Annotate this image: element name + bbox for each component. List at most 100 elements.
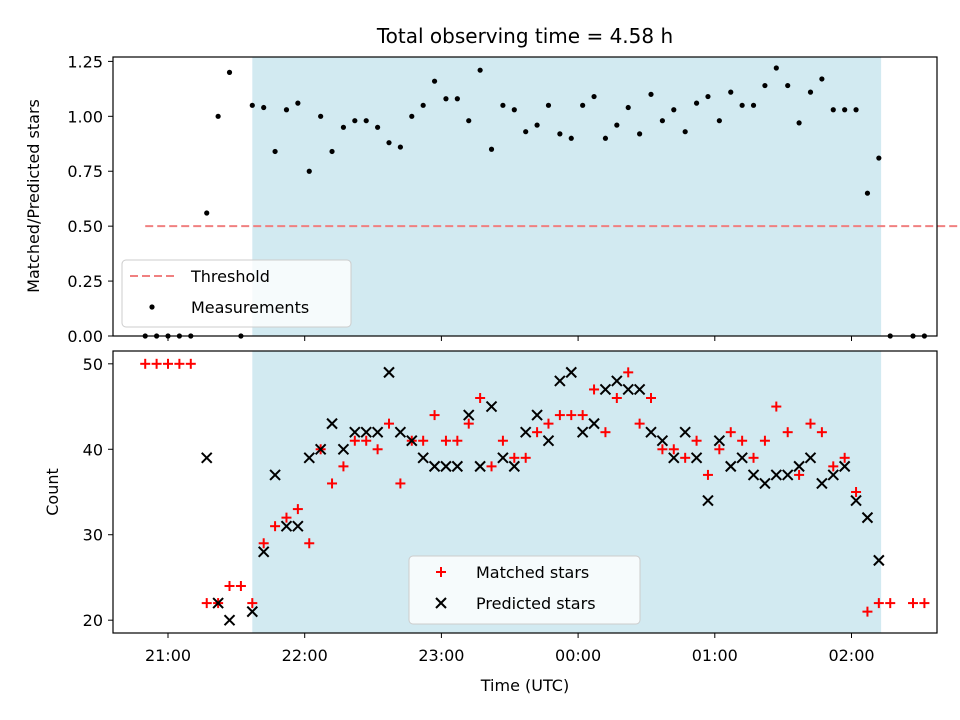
- measurement-point: [375, 124, 381, 130]
- measurement-point: [659, 118, 665, 124]
- measurement-point: [637, 131, 643, 137]
- predicted-star-point: [804, 452, 817, 464]
- bottom-y-axis: 20 30 40 50: [83, 355, 113, 630]
- bottom-x-axis: 21:00 22:00 23:00 00:00 01:00 02:00: [145, 633, 875, 665]
- chart-title: Total observing time = 4.58 h: [376, 24, 673, 48]
- matched-star-point: [247, 598, 258, 609]
- measurement-point: [785, 82, 791, 89]
- matched-star-point: [782, 427, 793, 438]
- measurement-point: [261, 104, 267, 111]
- measurement-point: [728, 89, 734, 95]
- predicted-star-point: [406, 435, 418, 447]
- legend-predicted-swatch: [435, 597, 447, 609]
- matched-star-point: [520, 452, 531, 463]
- matched-star-point: [532, 427, 543, 438]
- bottom-x-tick-label: 01:00: [692, 646, 738, 665]
- measurement-point: [671, 107, 677, 113]
- matched-star-point: [680, 452, 691, 463]
- matched-star-point: [771, 401, 782, 412]
- matched-star-point: [304, 538, 315, 549]
- matched-star-point: [668, 444, 679, 455]
- predicted-star-point: [656, 435, 669, 447]
- predicted-star-point: [394, 426, 407, 438]
- matched-star-point: [794, 469, 805, 480]
- predicted-star-point: [280, 520, 293, 532]
- top-y-tick-label: 1.25: [67, 52, 103, 71]
- predicted-star-point: [576, 426, 589, 438]
- predicted-star-point: [781, 469, 794, 481]
- measurement-point: [693, 100, 700, 106]
- matched-star-point: [463, 418, 474, 429]
- measurement-point: [386, 140, 392, 146]
- matched-star-point: [292, 504, 303, 515]
- measurement-point: [306, 168, 312, 174]
- matched-star-point: [737, 435, 748, 446]
- matched-star-point: [919, 598, 930, 609]
- measurement-point: [534, 122, 540, 128]
- matched-star-point: [486, 461, 497, 472]
- matched-star-point: [759, 435, 770, 446]
- predicted-star-point: [428, 460, 441, 473]
- predicted-star-point: [451, 460, 464, 473]
- measurement-point: [773, 65, 779, 71]
- predicted-star-point: [371, 426, 384, 438]
- predicted-star-point: [622, 383, 634, 396]
- predicted-star-point: [633, 383, 646, 396]
- measurement-point: [420, 102, 426, 108]
- matched-star-point: [185, 358, 196, 369]
- bottom-x-axis-label: Time (UTC): [480, 676, 569, 695]
- matched-star-point: [816, 427, 827, 438]
- predicted-star-point: [440, 460, 452, 473]
- measurement-point: [682, 129, 688, 135]
- predicted-star-point: [223, 614, 236, 626]
- predicted-star-point: [485, 400, 498, 413]
- matched-star-point: [702, 469, 713, 480]
- legend-measurements-label: Measurements: [191, 298, 309, 317]
- predicted-star-point: [827, 469, 839, 481]
- measurement-point: [318, 113, 324, 119]
- measurement-point: [431, 78, 438, 84]
- bottom-y-tick-label: 20: [83, 611, 103, 630]
- top-y-tick-label: 0.50: [67, 217, 103, 236]
- legend-threshold-label: Threshold: [190, 267, 270, 286]
- measurement-point: [853, 107, 859, 113]
- matched-star-point: [634, 418, 645, 429]
- top-y-axis-label: Matched/Predicted stars: [24, 99, 43, 293]
- measurement-point: [591, 93, 597, 100]
- predicted-star-point: [645, 426, 657, 438]
- measurement-point: [454, 96, 460, 102]
- predicted-star-point: [542, 435, 555, 447]
- measurement-point: [762, 82, 768, 89]
- predicted-star-point: [463, 409, 475, 421]
- matched-star-point: [174, 358, 185, 369]
- matched-stars-series: [140, 358, 930, 617]
- top-y-tick-label: 0.00: [67, 327, 103, 346]
- predicted-star-point: [599, 383, 612, 396]
- measurement-point: [716, 118, 722, 124]
- measurement-point: [568, 135, 574, 141]
- matched-star-point: [805, 418, 816, 429]
- matched-star-point: [224, 581, 235, 591]
- predicted-star-point: [257, 546, 270, 558]
- predicted-star-point: [531, 409, 543, 421]
- measurement-point: [545, 102, 552, 108]
- measurement-point: [830, 107, 836, 113]
- measurement-point: [397, 144, 403, 150]
- measurement-point: [557, 131, 563, 137]
- matched-star-point: [691, 435, 702, 446]
- measurement-point: [523, 129, 529, 135]
- top-legend: Threshold Measurements: [121, 259, 352, 328]
- top-y-tick-label: 1.00: [67, 107, 103, 126]
- matched-star-point: [657, 444, 668, 455]
- predicted-star-point: [246, 605, 259, 618]
- matched-star-point: [554, 410, 565, 421]
- predicted-star-point: [838, 460, 851, 473]
- predicted-star-point: [713, 435, 726, 447]
- bottom-y-axis-label: Count: [43, 468, 62, 516]
- matched-star-point: [452, 435, 463, 446]
- matched-star-point: [395, 478, 406, 489]
- matched-star-point: [509, 452, 520, 463]
- top-plot-frame: [112, 56, 938, 337]
- predicted-star-point: [292, 520, 304, 532]
- bottom-x-tick-label: 21:00: [145, 646, 191, 665]
